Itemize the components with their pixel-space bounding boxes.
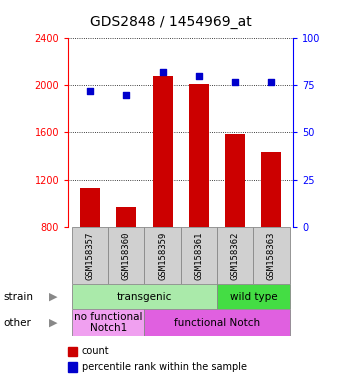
Bar [217,284,290,309]
Text: GSM158357: GSM158357 [86,231,94,280]
Text: count: count [82,346,109,356]
Text: strain: strain [3,291,33,302]
Bar [72,309,145,336]
Point [123,92,129,98]
Text: wild type: wild type [229,291,277,302]
Bar [108,227,145,284]
Text: transgenic: transgenic [117,291,172,302]
Point [196,73,202,79]
Point [269,79,274,85]
Text: GSM158363: GSM158363 [267,231,276,280]
Text: GSM158362: GSM158362 [231,231,240,280]
Text: ▶: ▶ [49,318,57,328]
Bar [262,152,281,227]
Bar [72,227,108,284]
Point [233,79,238,85]
Text: functional Notch: functional Notch [174,318,260,328]
Bar [145,309,290,336]
Bar [72,284,217,309]
Bar [253,227,290,284]
Point [87,88,93,94]
Text: GDS2848 / 1454969_at: GDS2848 / 1454969_at [90,15,251,29]
Bar [189,84,209,227]
Bar [145,227,181,284]
Bar [225,134,245,227]
Bar [116,207,136,227]
Text: no functional
Notch1: no functional Notch1 [74,312,143,333]
Text: other: other [3,318,31,328]
Text: GSM158360: GSM158360 [122,231,131,280]
Bar [181,227,217,284]
Bar [80,188,100,227]
Text: GSM158359: GSM158359 [158,231,167,280]
Bar [217,227,253,284]
Text: percentile rank within the sample: percentile rank within the sample [82,362,247,372]
Bar [153,76,173,227]
Point [160,69,165,75]
Text: ▶: ▶ [49,291,57,302]
Text: GSM158361: GSM158361 [194,231,203,280]
